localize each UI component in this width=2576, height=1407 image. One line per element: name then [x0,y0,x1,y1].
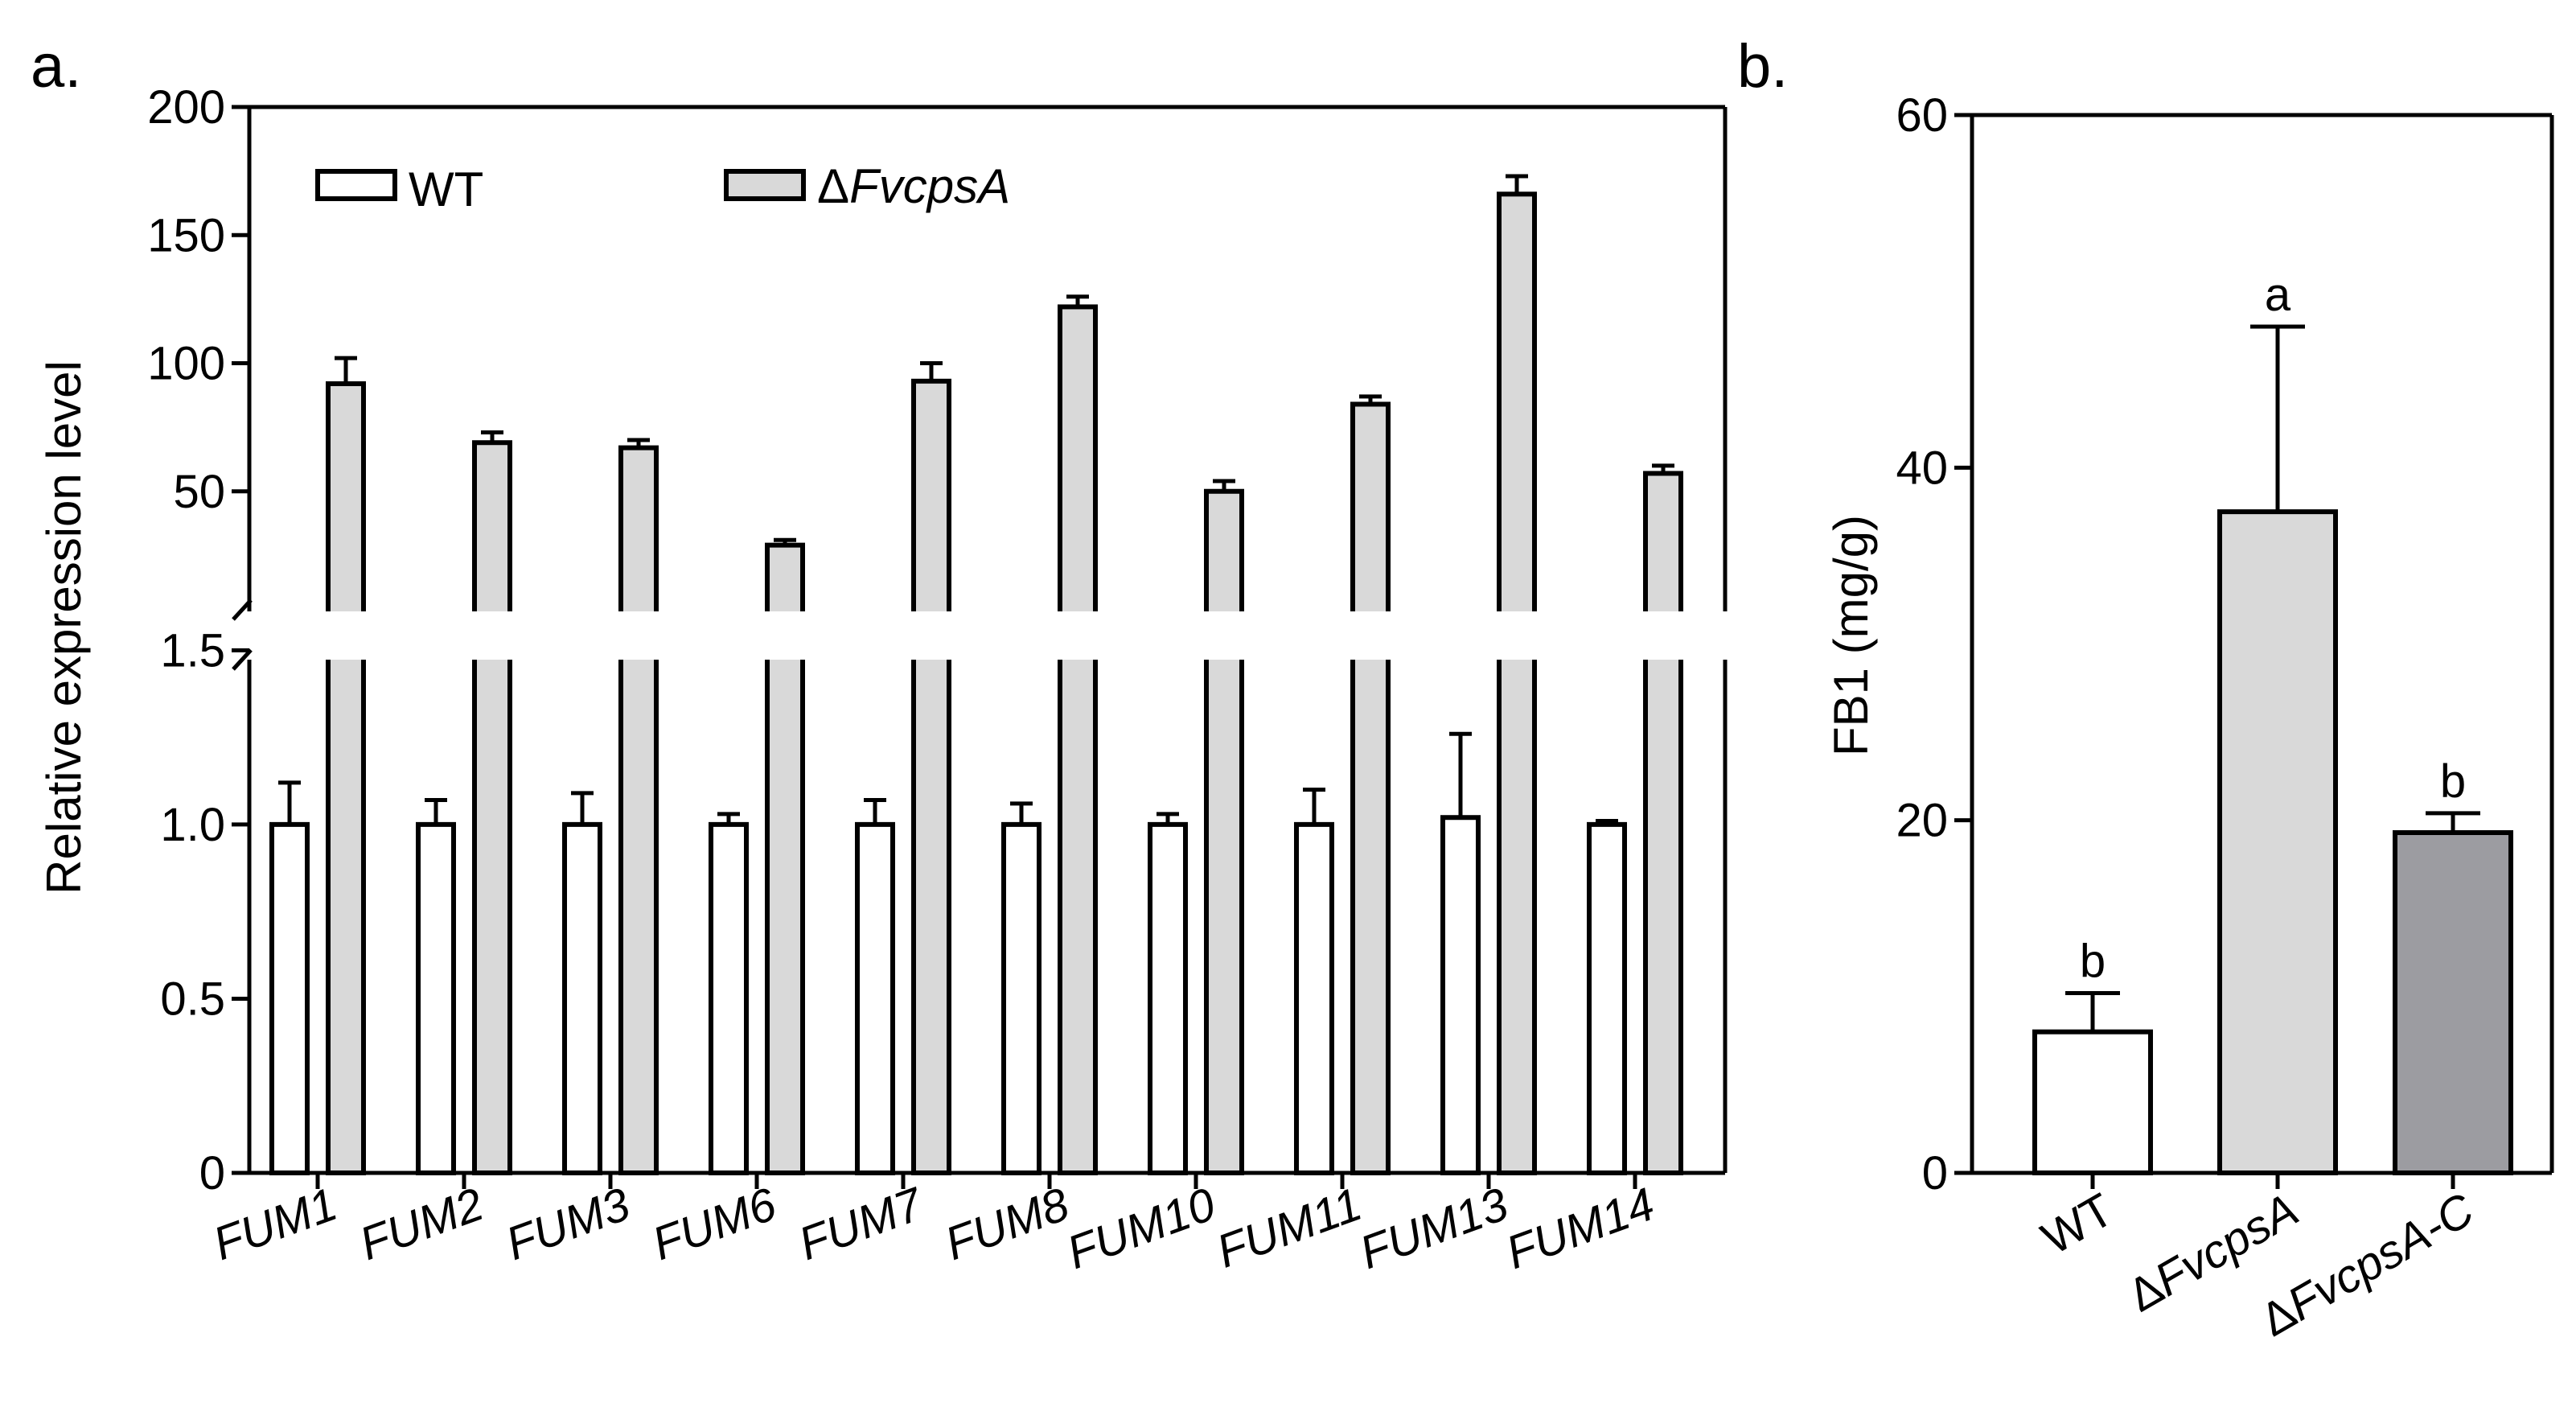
bar-wt-FUM3 [562,821,602,1175]
bar-mutant-FUM11 [1350,401,1391,1175]
bar-mutant-FUM7 [911,378,951,1176]
bar-wt-FUM2 [416,821,456,1175]
legend-swatch-mutant [724,169,806,201]
x-tick-label-FUM11: FUM11 [1210,1178,1369,1278]
panel-a: a. Relative expression level WT ΔFvcpsA … [31,32,1732,1279]
y-tick-label-upper: 50 [173,466,225,518]
x-tick-label-name: FvcpsA-C [2279,1183,2484,1331]
panel-b-ylabel: FB1 (mg/g) [1824,515,1878,756]
x-tick-label-FUM2: FUM2 [353,1178,491,1270]
axis-break-mark [232,648,253,671]
panel-b-label: b. [1737,32,1788,101]
bar-mutant-FUM10 [1204,488,1244,1175]
significance-label-FvcpsA: a [2265,269,2291,321]
legend-label-mutant-prefix: Δ [817,159,849,213]
x-tick-label-WT: WT [2033,1183,2122,1265]
x-tick-label-FUM1: FUM1 [207,1178,344,1270]
legend-label-wt: WT [409,163,483,216]
y-tick-label: 40 [1896,442,1948,494]
bar-mutant-FUM3 [618,445,659,1175]
bar-wt-FUM14 [1587,821,1627,1175]
panel-b: b. FB1 (mg/g) b a b 0 20 40 60 WTΔFvcpsAΔFvcp… [1737,32,2554,1347]
bar-FvcpsA [2217,509,2338,1175]
axis-break-gap [243,611,1732,660]
bar-wt-FUM6 [709,821,749,1175]
significance-label-WT: b [2080,935,2106,987]
bars [243,174,1732,1176]
x-tick-label-FUM7: FUM7 [792,1177,931,1270]
legend-label-mutant-name: FvcpsA [849,159,1010,213]
bar-mutant-FUM14 [1643,471,1683,1175]
significance-label-FvcpsA-C: b [2440,755,2466,808]
x-tick-label-name: WT [2033,1183,2122,1265]
bar-wt-FUM13 [1440,815,1481,1176]
y-tick-label: 20 [1896,795,1948,847]
legend: WT ΔFvcpsA [315,159,1010,216]
panel-a-label: a. [31,32,81,101]
axis-break-mark [232,599,253,621]
bar-wt-FUM10 [1148,821,1188,1175]
y-tick-label-lower: 0.5 [160,973,225,1025]
bar-FvcpsA-C [2393,830,2513,1175]
bar-mutant-FUM1 [326,381,366,1176]
y-tick-label-lower: 0 [199,1147,225,1199]
bars: b a b [2032,269,2513,1175]
y-tick-label-upper: 100 [147,338,225,390]
bar-mutant-FUM2 [472,440,512,1175]
x-tick-label-FUM14: FUM14 [1500,1178,1662,1279]
x-tick-label-FUM8: FUM8 [939,1178,1076,1270]
y-tick-label: 60 [1896,89,1948,142]
x-tick-label-FUM13: FUM13 [1354,1178,1515,1279]
x-tick-label-FUM3: FUM3 [499,1178,637,1270]
y-tick-label-upper: 200 [147,81,225,134]
bar-wt-FUM8 [1001,821,1041,1175]
legend-label-mutant: ΔFvcpsA [817,159,1010,213]
axes: 0 20 40 60 [1896,89,2554,1199]
bar-mutant-FUM13 [1497,191,1537,1175]
bar-wt-FUM1 [269,821,310,1175]
category-labels: FUM1 FUM2 FUM3 FUM6 FUM7 FUM8FUM10FUM11FUM13F… [207,1177,1662,1279]
x-tick-label-FUM10: FUM10 [1061,1178,1222,1279]
legend-swatch-wt [315,169,397,201]
x-tick-label-FUM6: FUM6 [646,1178,783,1270]
y-tick-label-lower: 1.5 [160,624,225,677]
bar-wt-FUM7 [855,821,895,1175]
y-tick-label-lower: 1.0 [160,799,225,851]
y-tick-label-upper: 150 [147,209,225,261]
bar-mutant-FUM8 [1058,304,1098,1175]
bar-wt-FUM11 [1294,821,1334,1175]
panel-a-ylabel: Relative expression level [37,360,91,895]
y-tick-label: 0 [1922,1147,1948,1199]
axes: 50 100 150 200 0 0.5 1.0 1.5 [147,81,1728,1199]
bar-WT [2032,1029,2153,1175]
